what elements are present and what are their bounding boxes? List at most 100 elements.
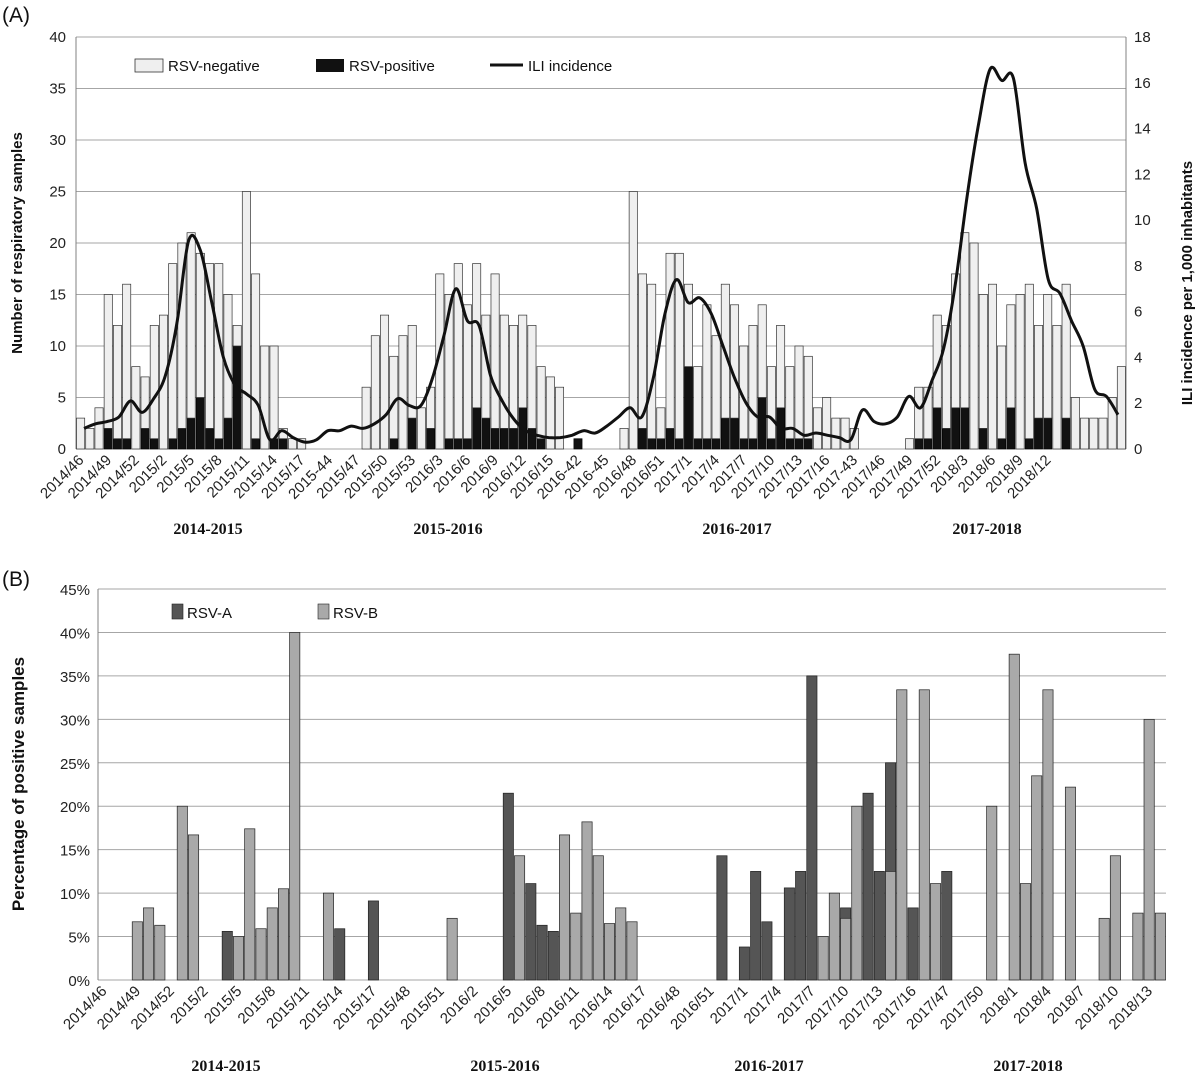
bar-rsv-b [1109,855,1121,981]
y2-tick-label: 6 [1134,304,1142,321]
bar-rsv-negative [684,283,693,367]
bar-rsv-positive [757,397,767,450]
bar-rsv-negative [831,417,841,450]
bar-rsv-b [514,855,526,981]
bar-rsv-negative [822,397,832,450]
bar-rsv-negative [416,407,426,450]
bar-rsv-b [840,917,852,981]
season-label: 2014-2015 [191,1058,260,1075]
bar-rsv-positive [490,428,500,450]
bar-rsv-positive [647,438,657,450]
bar-rsv-negative [545,376,555,450]
bar-rsv-positive [149,438,159,450]
y-tick-label: 10% [60,886,90,903]
bar-rsv-negative [103,294,113,429]
bar-rsv-negative [555,386,565,450]
bar-rsv-positive [748,438,758,450]
bar-rsv-negative [1043,294,1053,419]
bar-rsv-a [795,871,807,981]
bar-rsv-b [154,924,166,981]
legend-label-rsv-b: RSV-B [333,605,378,622]
season-label: 2015-2016 [413,521,482,538]
bar-rsv-negative [518,314,528,409]
bar-rsv-negative [1080,417,1090,450]
y-tick-label: 35 [49,81,66,98]
bar-rsv-negative [1098,417,1108,450]
bar-rsv-b [570,912,582,981]
panel-label-b: (B) [2,568,30,591]
bar-rsv-positive [453,438,463,450]
bar-rsv-negative [1006,304,1016,409]
bar-rsv-negative [656,407,666,440]
bar-rsv-a [907,907,919,981]
bar-rsv-b [1031,775,1043,981]
bar-rsv-negative [730,304,740,419]
bar-rsv-positive [665,428,675,450]
bar-rsv-b [266,907,278,981]
bar-rsv-negative [693,366,703,440]
season-label: 2014-2015 [173,521,242,538]
bar-rsv-a [873,871,885,981]
bar-rsv-positive [1043,417,1053,450]
bar-rsv-positive [177,428,187,450]
season-label: 2017-2018 [952,521,1021,538]
bar-rsv-negative [1070,397,1080,450]
bar-rsv-positive [978,428,988,450]
y2-tick-label: 8 [1134,258,1142,275]
season-label: 2015-2016 [470,1058,539,1075]
y-tick-label: 10 [49,338,66,355]
y-tick-label: 5 [58,390,66,407]
bar-rsv-negative [1052,325,1062,450]
y-axis-title: Percentage of positive samples [9,657,28,911]
bar-rsv-b [1154,912,1166,981]
bar-rsv-b [626,921,638,981]
y-tick-label: 30 [49,132,66,149]
bar-rsv-negative [1089,417,1099,450]
bar-rsv-negative [260,345,270,450]
y-tick-label: 25 [49,184,66,201]
bar-rsv-negative [711,335,721,440]
season-label: 2016-2017 [702,521,771,538]
y2-tick-label: 2 [1134,395,1142,412]
bar-rsv-a [941,871,953,981]
bar-rsv-positive [1006,407,1016,450]
bar-rsv-a [221,930,233,981]
bar-rsv-positive [960,407,970,450]
bar-rsv-a [716,855,728,981]
bar-rsv-positive [444,438,454,450]
bar-rsv-a [750,871,762,981]
panel-label-a: (A) [2,4,30,27]
bar-rsv-a [536,924,548,981]
bar-rsv-negative [969,242,979,450]
bar-rsv-b [817,936,829,981]
bar-rsv-positive [730,417,739,450]
bar-rsv-negative [149,325,159,440]
bar-rsv-negative [407,325,417,419]
bar-rsv-positive [278,438,288,450]
chart-b: 0%5%10%15%20%25%30%35%40%45%2014/462014/… [9,582,1166,1075]
bar-rsv-positive [186,417,196,450]
y-tick-label: 40% [60,625,90,642]
bar-rsv-a [334,928,346,981]
bar-rsv-negative [490,273,500,429]
legend-label-rsv-positive: RSV-positive [349,58,435,75]
bar-rsv-negative [1107,397,1117,450]
bar-rsv-negative [195,252,205,398]
y2-tick-label: 14 [1134,121,1151,138]
bar-rsv-negative [380,314,390,450]
bar-rsv-negative [1015,294,1025,450]
bar-rsv-negative [785,366,795,440]
bar-rsv-positive [122,438,132,450]
bar-rsv-negative [997,345,1007,440]
bar-rsv-negative [453,263,463,440]
bar-rsv-negative [251,273,261,440]
bar-rsv-positive [509,428,518,450]
bar-rsv-a [502,792,514,981]
y-tick-label: 20% [60,799,90,816]
bar-rsv-negative [527,325,537,429]
bar-rsv-negative [748,325,758,440]
bar-rsv-negative [978,294,988,429]
bar-rsv-positive [168,438,178,450]
bar-rsv-positive [923,438,933,450]
